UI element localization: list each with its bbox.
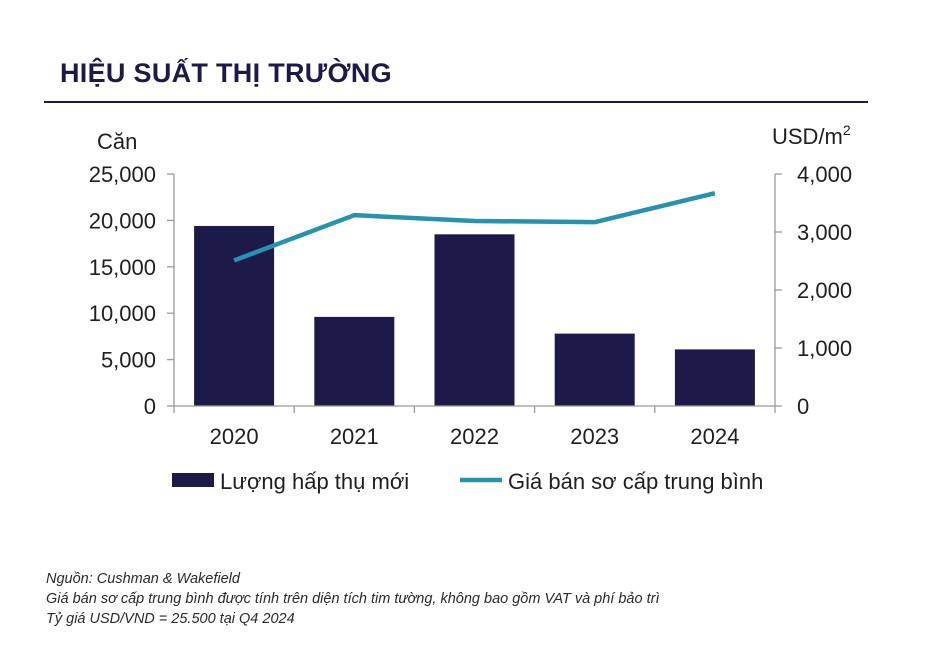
legend-line-label: Giá bán sơ cấp trung bình <box>508 469 763 494</box>
x-tick-label: 2021 <box>330 424 379 449</box>
bar-2021 <box>314 316 395 406</box>
right-tick-label: 3,000 <box>797 220 852 245</box>
legend: Lượng hấp thụ mới Giá bán sơ cấp trung bì… <box>172 469 763 494</box>
x-axis: 2020 2021 2022 2023 2024 <box>173 405 776 449</box>
legend-bar-swatch <box>172 473 214 487</box>
x-tick-label: 2023 <box>570 424 619 449</box>
legend-bar-label: Lượng hấp thụ mới <box>220 469 409 494</box>
bar-2024 <box>674 349 755 406</box>
source-note: Nguồn: Cushman & Wakefield <box>46 571 240 587</box>
left-axis: 0 5,000 10,000 15,000 20,000 25,000 Căn <box>89 129 175 419</box>
left-tick-label: 5,000 <box>101 348 156 373</box>
footnotes: Nguồn: Cushman & Wakefield Giá bán sơ cấ… <box>46 569 659 629</box>
left-axis-title: Căn <box>97 129 137 154</box>
price-note: Giá bán sơ cấp trung bình được tính trên… <box>46 591 660 607</box>
exchange-rate-note: Tỷ giá USD/VND = 25.500 tại Q4 2024 <box>46 611 295 627</box>
right-tick-label: 1,000 <box>797 336 852 361</box>
combo-chart: 0 5,000 10,000 15,000 20,000 25,000 Căn 0 1,000… <box>89 122 852 494</box>
x-tick-label: 2020 <box>210 424 259 449</box>
right-axis-title: USD/m2 <box>772 122 851 149</box>
left-tick-label: 20,000 <box>89 208 156 233</box>
bar-series <box>194 225 755 406</box>
right-axis: 0 1,000 2,000 3,000 4,000 USD/m2 <box>772 122 852 419</box>
x-tick-label: 2022 <box>450 424 499 449</box>
bar-2020 <box>194 225 275 406</box>
right-tick-label: 4,000 <box>797 162 852 187</box>
right-tick-label: 0 <box>797 394 809 419</box>
left-tick-label: 0 <box>144 394 156 419</box>
chart-title: HIỆU SUẤT THỊ TRƯỜNG <box>60 58 392 88</box>
right-axis-title-superscript: 2 <box>843 122 851 138</box>
bar-2022 <box>434 234 515 406</box>
line-series <box>233 190 716 263</box>
bar-2023 <box>554 333 635 406</box>
left-tick-label: 10,000 <box>89 301 156 326</box>
x-tick-label: 2024 <box>690 424 739 449</box>
right-tick-label: 2,000 <box>797 278 852 303</box>
left-tick-label: 15,000 <box>89 255 156 280</box>
right-axis-title-unit: USD/m <box>772 124 843 149</box>
title-divider <box>44 101 868 103</box>
left-tick-label: 25,000 <box>89 162 156 187</box>
